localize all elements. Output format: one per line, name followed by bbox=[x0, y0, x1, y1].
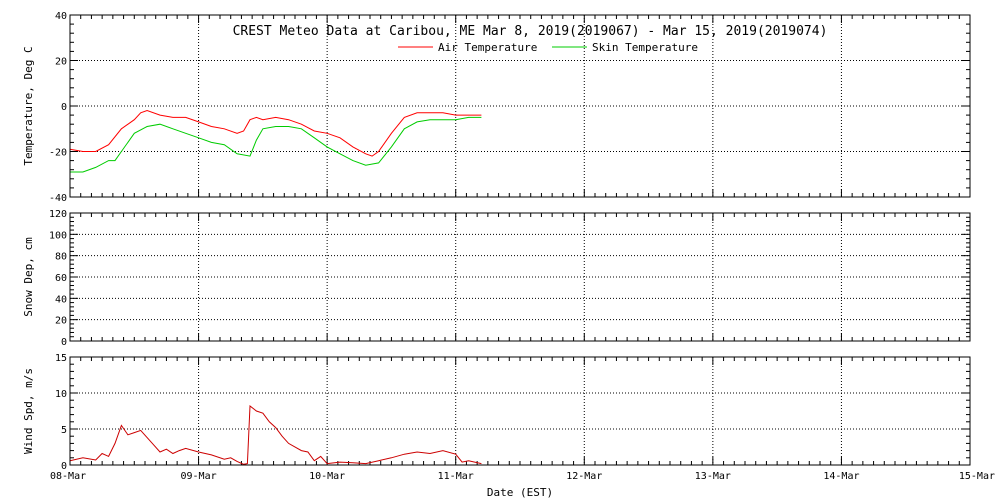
y-tick-label: 40 bbox=[55, 11, 67, 22]
x-tick-label: 15-Mar bbox=[959, 471, 995, 482]
chart-title: CREST Meteo Data at Caribou, ME Mar 8, 2… bbox=[233, 24, 828, 39]
legend: Air Temperature Skin Temperature bbox=[398, 41, 698, 54]
y-tick-label: 0 bbox=[61, 102, 67, 113]
y-tick-label: 20 bbox=[55, 316, 67, 327]
y-tick-label: 100 bbox=[49, 230, 67, 241]
x-tick-label: 09-Mar bbox=[181, 471, 217, 482]
y-axis-label: Wind Spd, m/s bbox=[22, 368, 35, 454]
y-tick-label: 120 bbox=[49, 209, 67, 220]
series-line-1-1 bbox=[69, 109, 482, 157]
y-tick-label: 80 bbox=[55, 252, 67, 263]
y-tick-label: -20 bbox=[49, 148, 67, 159]
y-tick-label: 5 bbox=[61, 425, 67, 436]
y-axis-label: Temperature, Deg C bbox=[22, 46, 35, 165]
legend-entry: Skin Temperature bbox=[592, 41, 698, 54]
x-tick-label: 12-Mar bbox=[566, 471, 602, 482]
series-line-3-1 bbox=[69, 405, 482, 465]
legend-entry: Air Temperature bbox=[438, 41, 537, 54]
panel-1: -40 -20 0 20 40 Temperature, Deg C Air Tempera… bbox=[22, 11, 971, 204]
x-axis-label: Date (EST) bbox=[487, 486, 553, 499]
y-tick-label: 20 bbox=[55, 57, 67, 68]
y-tick-label: 60 bbox=[55, 273, 67, 284]
x-tick-label: 14-Mar bbox=[823, 471, 859, 482]
panel-2: 0 20 40 60 80 100 120 Snow Dep, cm bbox=[22, 209, 971, 348]
panel-frame bbox=[69, 356, 971, 466]
y-tick-label: 10 bbox=[55, 389, 67, 400]
x-tick-label: 11-Mar bbox=[438, 471, 474, 482]
x-tick-label: 10-Mar bbox=[309, 471, 345, 482]
y-tick-label: 0 bbox=[61, 337, 67, 348]
x-tick-label: 08-Mar bbox=[50, 471, 86, 482]
series-line-1-2 bbox=[70, 116, 482, 173]
x-tick-labels: 08-Mar 09-Mar 10-Mar 11-Mar 12-Mar 13-Mar 14-M… bbox=[50, 471, 995, 482]
y-tick-label: 0 bbox=[61, 461, 67, 472]
y-tick-label: 40 bbox=[55, 294, 67, 305]
panels-layer: -40 -20 0 20 40 Temperature, Deg C Air Tempera… bbox=[22, 11, 971, 472]
panel-frame bbox=[69, 14, 971, 198]
x-tick-label: 13-Mar bbox=[695, 471, 731, 482]
panel-3: 0 5 10 15 Wind Spd, m/s bbox=[22, 353, 971, 472]
y-tick-label: -40 bbox=[49, 193, 67, 204]
panel-frame bbox=[69, 212, 971, 342]
y-tick-label: 15 bbox=[55, 353, 67, 364]
y-axis-label: Snow Dep, cm bbox=[22, 237, 35, 317]
